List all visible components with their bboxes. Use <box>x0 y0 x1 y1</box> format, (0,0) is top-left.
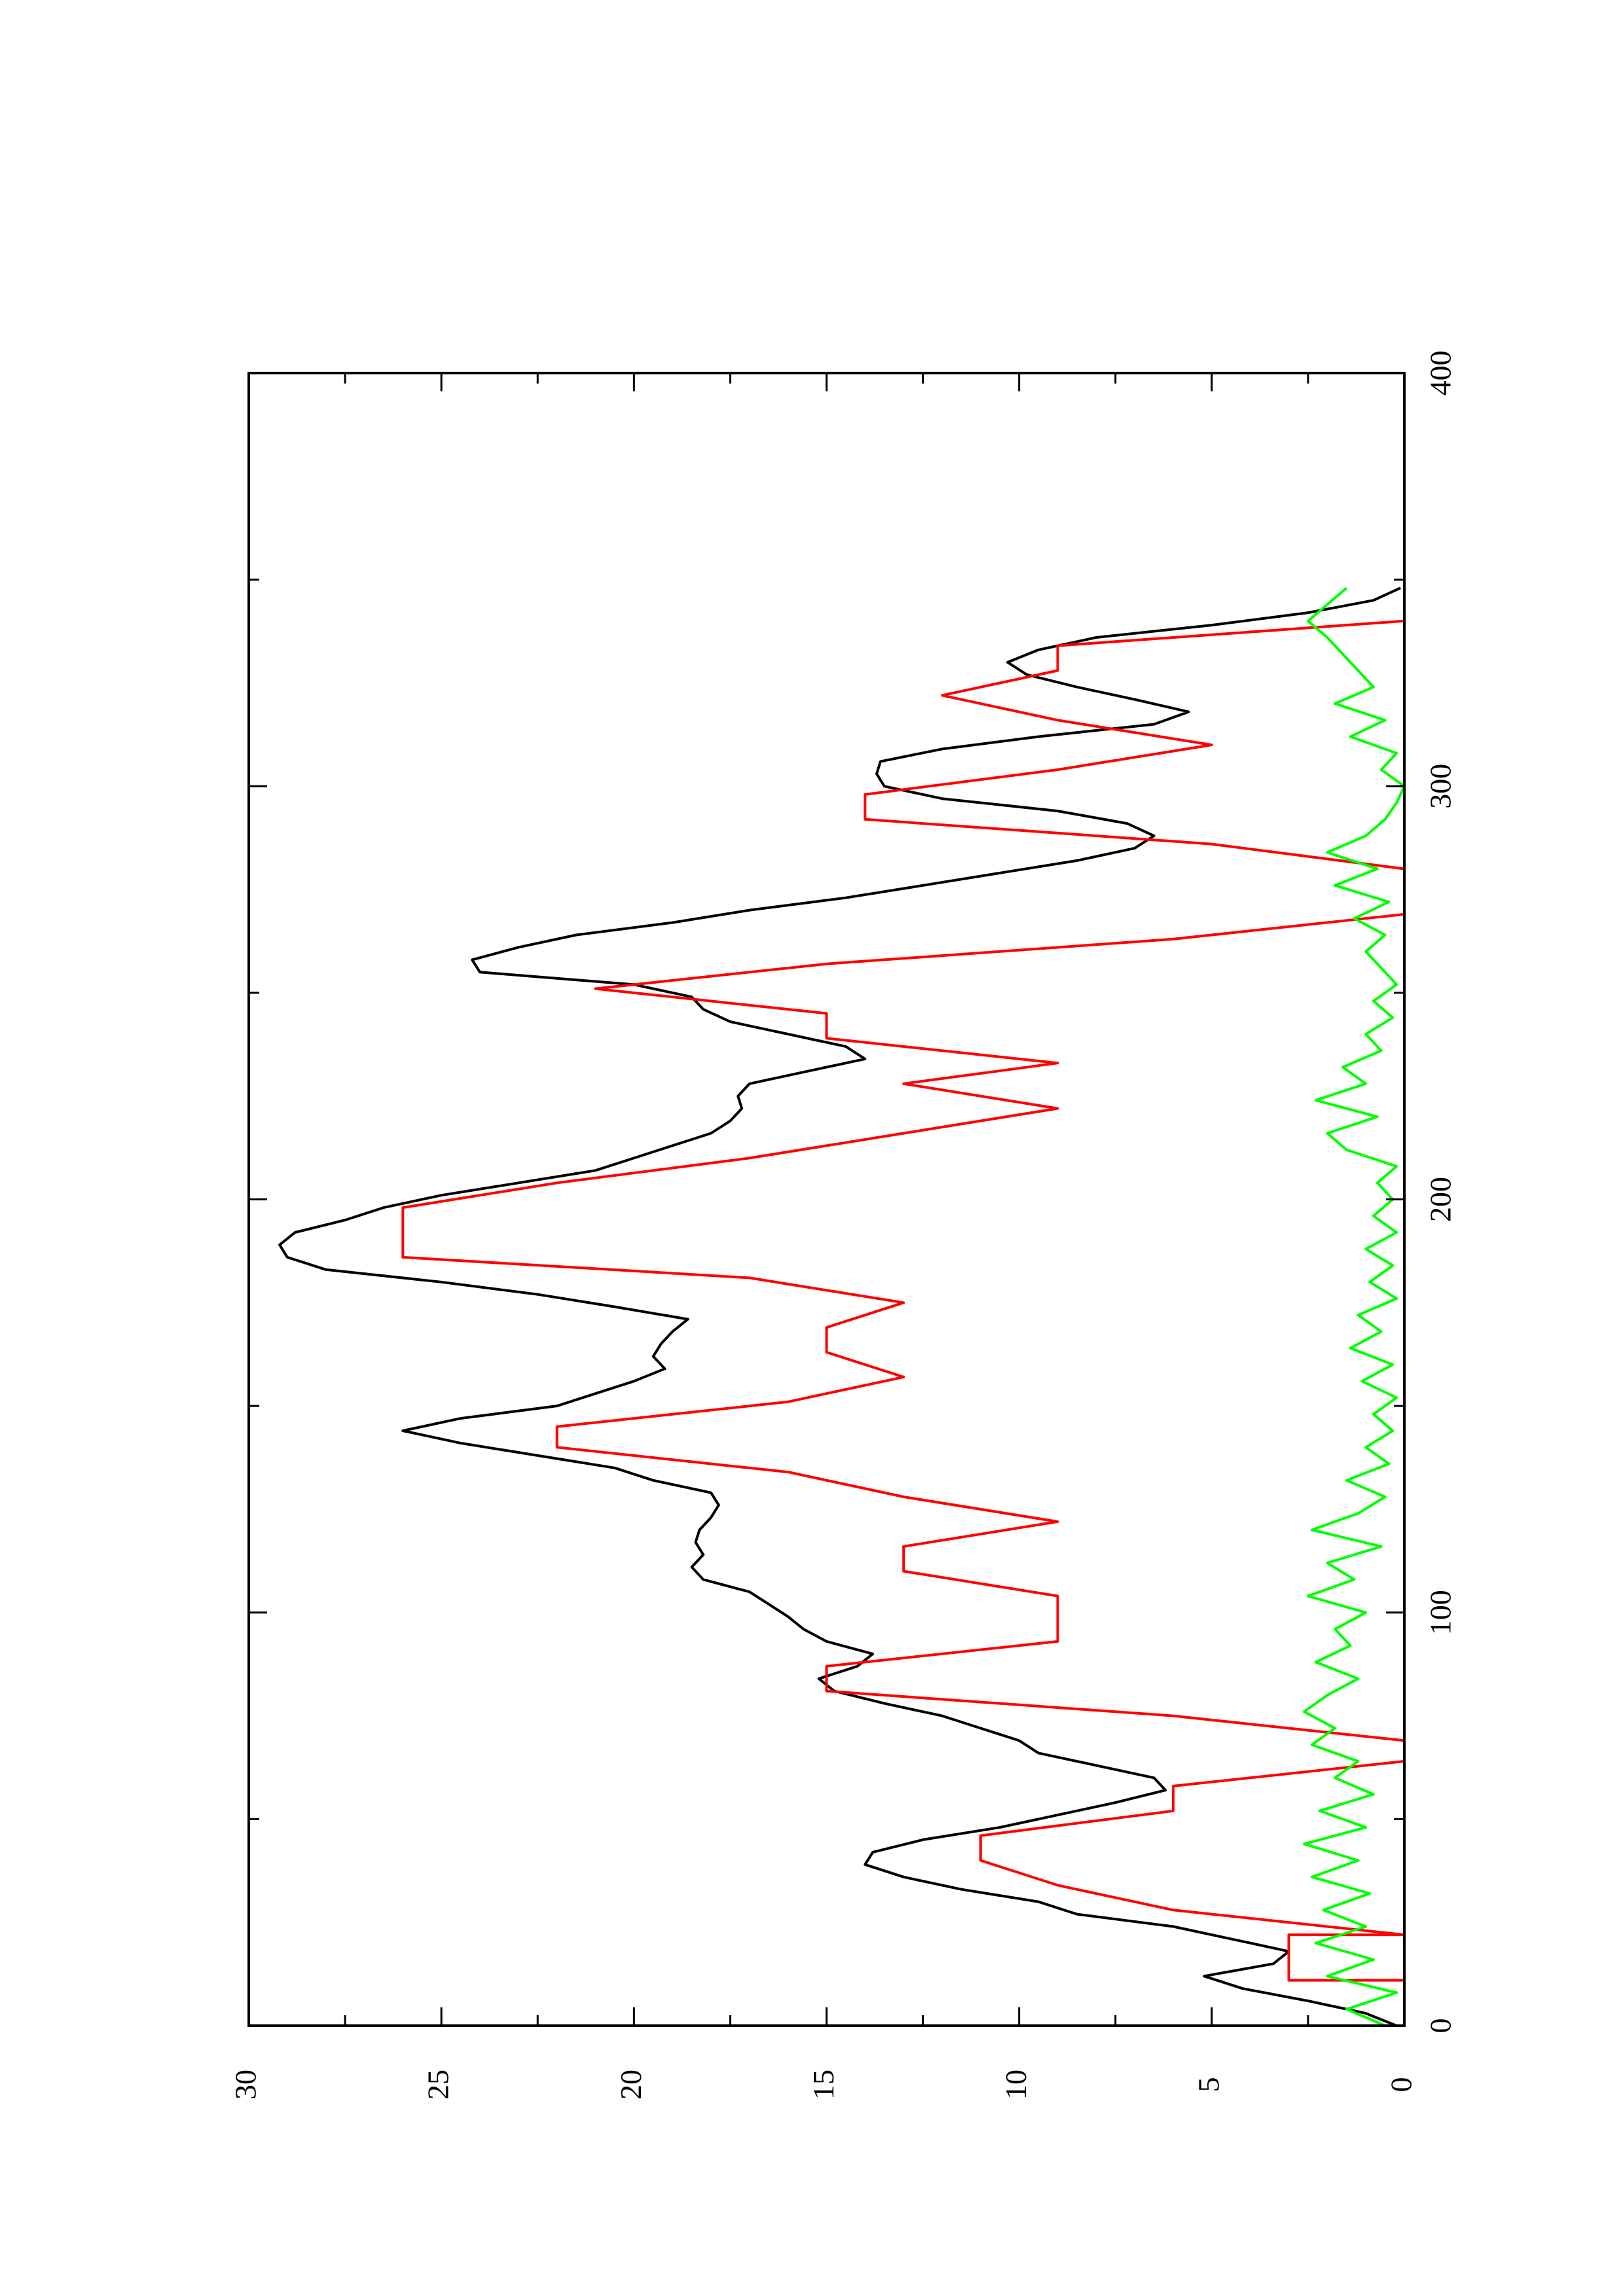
x-tick-label: 0 <box>1424 2018 1457 2034</box>
y-tick-label: 10 <box>999 2070 1032 2100</box>
x-tick-label: 300 <box>1424 764 1457 809</box>
y-tick-label: 0 <box>1385 2077 1418 2092</box>
y-tick-label: 30 <box>229 2070 263 2100</box>
x-tick-label: 400 <box>1424 351 1457 396</box>
series-line-2 <box>1303 586 1406 2027</box>
x-tick-label: 100 <box>1424 1590 1457 1635</box>
plot-area <box>278 586 1406 2027</box>
series-line-1 <box>401 619 1406 2026</box>
y-tick-label: 5 <box>1192 2077 1225 2092</box>
y-tick-label: 15 <box>807 2070 840 2100</box>
axes: 0 100 200 300 400 0 5 10 15 20 25 30 <box>229 351 1457 2100</box>
y-tick-label: 20 <box>614 2070 647 2100</box>
series-line-0 <box>278 586 1401 2027</box>
y-tick-label: 25 <box>422 2070 455 2100</box>
x-tick-label: 200 <box>1424 1177 1457 1222</box>
